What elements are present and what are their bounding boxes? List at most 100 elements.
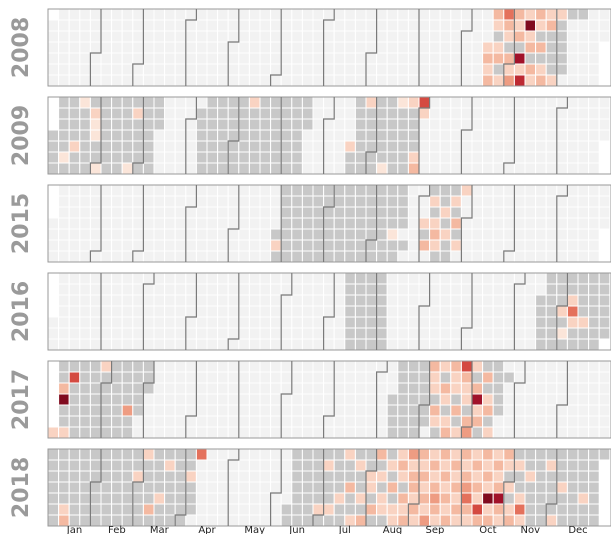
empty-day-cell — [492, 239, 505, 252]
empty-day-cell — [195, 492, 208, 505]
empty-day-cell — [185, 327, 197, 340]
empty-day-cell — [195, 338, 208, 351]
empty-day-cell — [418, 206, 431, 219]
empty-day-cell — [556, 239, 568, 252]
empty-day-cell — [153, 8, 166, 21]
empty-day-cell — [291, 426, 303, 439]
day-cell — [164, 503, 176, 516]
day-cell — [153, 107, 166, 120]
empty-day-cell — [111, 41, 123, 54]
empty-day-cell — [450, 272, 462, 285]
empty-day-cell — [121, 305, 134, 318]
empty-day-cell — [238, 217, 250, 230]
empty-day-cell — [89, 294, 102, 307]
day-cell — [344, 217, 356, 230]
month-border — [89, 449, 102, 526]
empty-day-cell — [100, 184, 113, 197]
empty-day-cell — [206, 448, 219, 461]
day-cell — [132, 96, 144, 109]
empty-day-cell — [598, 217, 611, 230]
empty-day-cell — [556, 162, 568, 175]
month-border — [227, 449, 240, 526]
day-cell — [354, 151, 367, 164]
day-cell — [111, 140, 123, 153]
empty-day-cell — [238, 228, 250, 241]
empty-day-cell — [164, 151, 176, 164]
empty-day-cell — [397, 316, 409, 329]
day-cell — [132, 514, 144, 527]
month-label: Jun — [288, 525, 305, 534]
empty-day-cell — [323, 19, 335, 32]
day-cell — [598, 327, 611, 340]
empty-day-cell — [164, 118, 176, 131]
empty-day-cell — [429, 305, 441, 318]
empty-day-cell — [513, 250, 526, 263]
empty-day-cell — [524, 316, 537, 329]
day-cell — [545, 316, 558, 329]
day-cell — [206, 129, 219, 142]
day-cell — [333, 217, 346, 230]
empty-day-cell — [47, 239, 60, 252]
empty-day-cell — [598, 371, 611, 384]
day-cell — [79, 360, 91, 373]
day-cell — [418, 96, 431, 109]
empty-day-cell — [153, 63, 166, 76]
empty-day-cell — [535, 96, 547, 109]
empty-day-cell — [482, 162, 494, 175]
empty-day-cell — [301, 360, 314, 373]
day-cell — [354, 272, 367, 285]
day-cell — [68, 140, 81, 153]
empty-day-cell — [513, 327, 526, 340]
day-cell — [47, 492, 60, 505]
empty-day-cell — [450, 283, 462, 296]
empty-day-cell — [291, 74, 303, 87]
empty-day-cell — [450, 63, 462, 76]
empty-day-cell — [248, 283, 261, 296]
day-cell — [301, 459, 314, 472]
empty-day-cell — [206, 415, 219, 428]
empty-day-cell — [206, 360, 219, 373]
empty-day-cell — [174, 140, 187, 153]
empty-day-cell — [79, 327, 91, 340]
day-cell — [291, 151, 303, 164]
empty-day-cell — [68, 30, 81, 43]
day-cell — [111, 415, 123, 428]
empty-day-cell — [185, 19, 197, 32]
empty-day-cell — [312, 283, 325, 296]
empty-day-cell — [344, 118, 356, 131]
day-cell — [206, 151, 219, 164]
empty-day-cell — [68, 305, 81, 318]
day-cell — [556, 503, 568, 516]
empty-day-cell — [132, 52, 144, 65]
day-cell — [248, 151, 261, 164]
empty-day-cell — [333, 294, 346, 307]
day-cell — [111, 162, 123, 175]
day-cell — [132, 448, 144, 461]
empty-day-cell — [418, 338, 431, 351]
day-cell — [418, 107, 431, 120]
empty-day-cell — [301, 393, 314, 406]
empty-day-cell — [89, 63, 102, 76]
day-cell — [376, 129, 388, 142]
month-border — [545, 449, 558, 526]
empty-day-cell — [270, 382, 282, 395]
empty-day-cell — [217, 206, 229, 219]
day-cell — [439, 206, 452, 219]
empty-day-cell — [238, 19, 250, 32]
empty-day-cell — [301, 305, 314, 318]
day-cell — [354, 195, 367, 208]
empty-day-cell — [217, 305, 229, 318]
day-cell — [291, 470, 303, 483]
empty-day-cell — [471, 96, 484, 109]
day-cell — [450, 503, 462, 516]
day-cell — [365, 107, 378, 120]
day-cell — [439, 426, 452, 439]
day-cell — [47, 481, 60, 494]
empty-day-cell — [164, 228, 176, 241]
day-cell — [58, 481, 70, 494]
empty-day-cell — [439, 52, 452, 65]
day-cell — [142, 382, 155, 395]
day-cell — [397, 371, 409, 384]
day-cell — [354, 283, 367, 296]
day-cell — [524, 8, 537, 21]
